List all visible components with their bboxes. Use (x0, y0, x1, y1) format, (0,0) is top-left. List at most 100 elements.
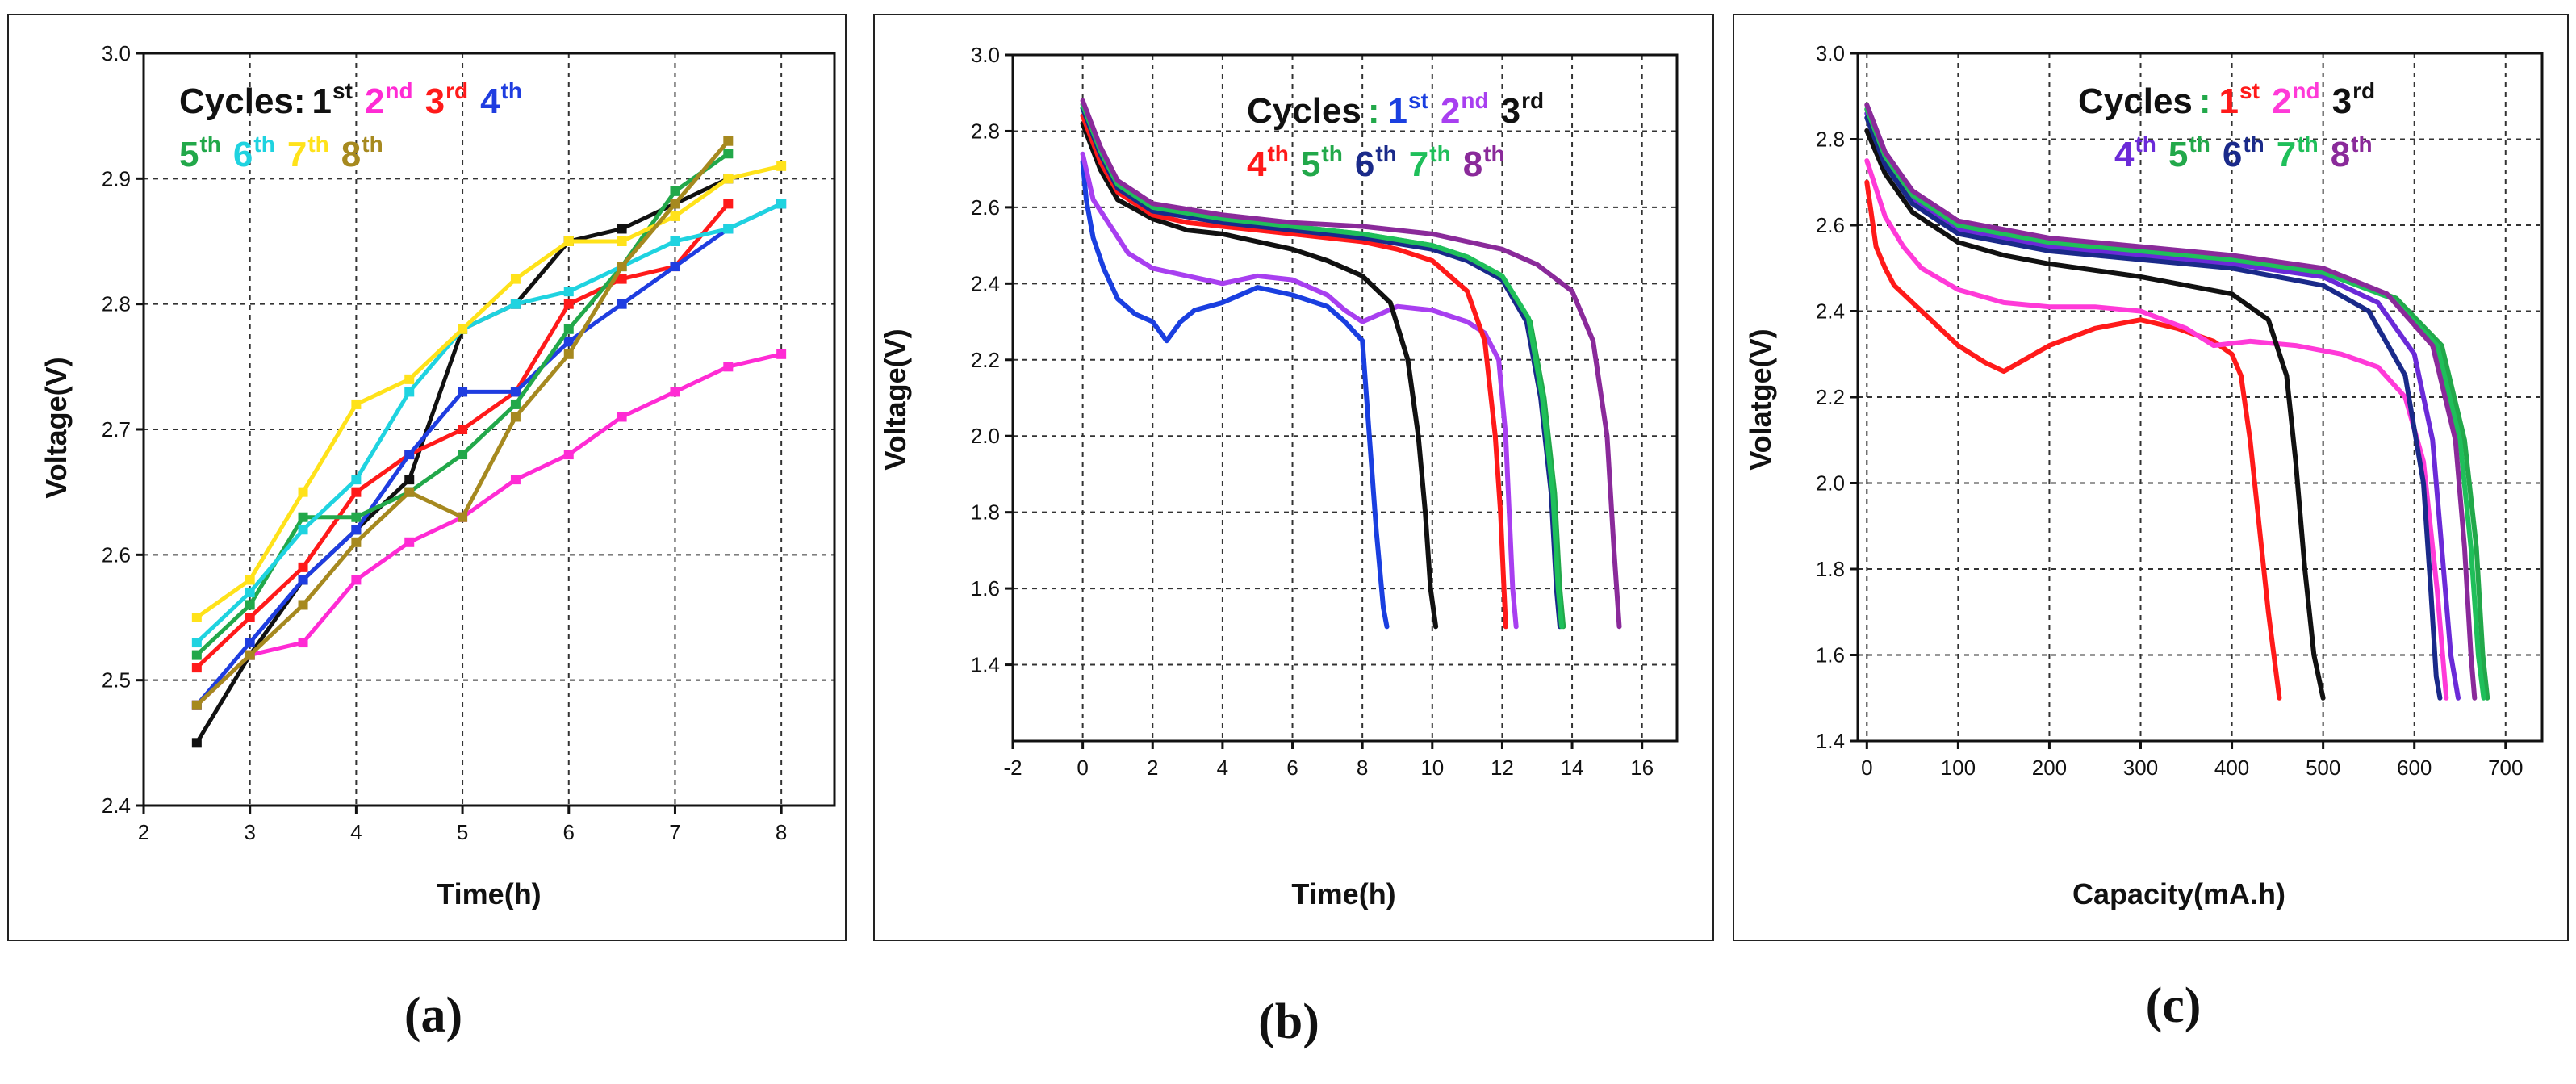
x-tick-label: 5 (457, 820, 468, 844)
y-tick-label: 2.4 (102, 793, 131, 818)
data-point-6th (563, 287, 574, 297)
legend-item-number: 6 (233, 135, 253, 174)
data-point-8th (404, 487, 415, 497)
x-axis-label: Capacity(mA.h) (2072, 877, 2285, 910)
data-point-7th (617, 236, 627, 246)
y-tick-label: 2.9 (102, 166, 131, 190)
x-tick-label: 2 (1147, 755, 1158, 780)
y-tick-label: 2.6 (102, 542, 131, 567)
legend-item-number: 1 (1388, 91, 1407, 131)
y-tick-label: 3.0 (102, 41, 131, 65)
legend-item-number: 7 (287, 135, 307, 174)
x-axis-label: Time(h) (1291, 877, 1395, 910)
legend-item-suffix: rd (2352, 78, 2375, 103)
x-tick-label: 0 (1077, 755, 1088, 780)
data-point-7th (458, 324, 468, 334)
legend-item-number: 8 (2331, 135, 2350, 174)
y-tick-label: 2.2 (971, 348, 1000, 372)
data-point-7th (723, 174, 734, 184)
x-tick-label: 2 (138, 820, 149, 844)
data-point-4th (245, 638, 255, 648)
data-point-3rd (351, 487, 362, 497)
series-line-4th (1864, 111, 2461, 701)
panel-frame (1733, 14, 2569, 941)
data-point-1st (617, 224, 627, 234)
data-point-8th (510, 412, 521, 422)
series-line-7th (1864, 107, 2486, 701)
x-tick-label: 6 (1286, 755, 1298, 780)
data-point-6th (404, 387, 415, 397)
data-point-6th (191, 638, 202, 648)
series-line-3rd (1080, 121, 1439, 630)
legend-item-number: 1 (2219, 82, 2239, 121)
y-tick-label: 2.8 (971, 119, 1000, 143)
x-tick-label: 14 (1561, 755, 1584, 780)
legend-item-number: 2 (2272, 82, 2291, 121)
series-line-4th (194, 201, 784, 708)
data-point-5th (563, 324, 574, 334)
y-tick-label: 2.6 (1816, 213, 1845, 237)
data-point-8th (298, 600, 308, 610)
y-tick-label: 2.0 (1816, 471, 1845, 496)
legend-item-suffix: th (2189, 132, 2210, 157)
data-point-3rd (723, 199, 734, 209)
legend-item-suffix: st (1408, 88, 1428, 113)
legend-item-suffix: th (1267, 141, 1288, 166)
legend-item-number: 7 (2277, 135, 2296, 174)
x-tick-label: 0 (1861, 755, 1872, 780)
legend-item-number: 4 (2114, 135, 2135, 174)
legend-item-number: 5 (179, 135, 199, 174)
x-tick-label: -2 (1003, 755, 1022, 780)
data-point-6th (510, 299, 521, 309)
data-point-5th (723, 149, 734, 159)
panel-label: (c) (2146, 978, 2202, 1033)
legend-item-suffix: th (2243, 132, 2264, 157)
plot-area (1011, 53, 1679, 743)
legend-item-suffix: st (332, 78, 353, 103)
legend-item-suffix: nd (385, 78, 412, 103)
data-point-8th (563, 349, 574, 359)
legend-item-number: 3 (425, 82, 445, 121)
legend-item-suffix: rd (445, 78, 468, 103)
x-tick-label: 500 (2306, 755, 2340, 780)
legend-item-suffix: th (1429, 141, 1450, 166)
data-point-2nd (510, 475, 521, 485)
data-point-2nd (776, 349, 787, 359)
legend-item-suffix: th (2351, 132, 2372, 157)
x-tick-label: 7 (669, 820, 680, 844)
series-line-4th (1080, 113, 1508, 630)
data-point-7th (351, 399, 362, 409)
legend-separator: : (2199, 82, 2211, 121)
x-tick-label: 100 (1941, 755, 1976, 780)
y-tick-label: 1.8 (1816, 557, 1845, 581)
legend-title: Cycles: (179, 82, 306, 121)
y-tick-label: 2.4 (971, 271, 1000, 295)
data-point-2nd (404, 537, 415, 547)
legend-item-number: 4 (1247, 144, 1267, 184)
series-line-6th (1864, 115, 2443, 701)
data-point-6th (298, 525, 308, 535)
legend-item-number: 2 (1441, 91, 1460, 131)
panel-label: (a) (404, 988, 462, 1043)
data-point-4th (617, 299, 627, 309)
legend-item-suffix: st (2239, 78, 2260, 103)
data-point-4th (351, 525, 362, 535)
data-point-8th (245, 650, 255, 660)
legend-item-number: 5 (1301, 144, 1320, 184)
data-point-1st (404, 475, 415, 485)
legend-item-number: 5 (2168, 135, 2188, 174)
legend-item-number: 3 (2332, 82, 2352, 121)
data-point-4th (458, 387, 468, 397)
x-tick-label: 200 (2032, 755, 2067, 780)
legend-title: Cycles (1247, 91, 1361, 131)
